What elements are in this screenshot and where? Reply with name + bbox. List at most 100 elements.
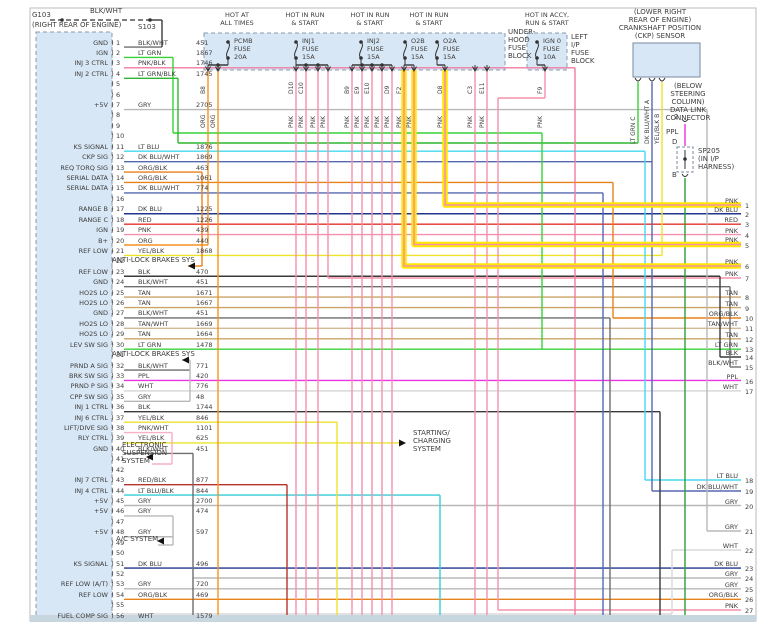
right-pin-number: 3	[745, 221, 750, 229]
wire-color-label: PNK/BLK	[138, 59, 166, 68]
dlc-terminal-b: B	[672, 171, 677, 179]
right-pin-number: 22	[745, 547, 754, 555]
right-pin-color: GRY	[724, 497, 738, 506]
pin-number: 29	[116, 330, 125, 339]
circuit-number: 2700	[196, 497, 213, 505]
pin-number: 24	[116, 278, 125, 287]
pin-row-label: RANGE B	[78, 205, 108, 214]
right-pin-color: PNK	[724, 269, 738, 278]
pin-bracket: )	[111, 194, 114, 203]
pin-row-label: REQ TORQ SIG	[60, 163, 108, 172]
pin-row-label: RLY CTRL	[78, 434, 108, 443]
pin-bracket: )	[111, 424, 114, 433]
circuit-number: 844	[196, 486, 209, 495]
fuse-name: O2B	[411, 37, 425, 45]
fuse-header-line2: RUN & START	[525, 19, 569, 27]
circuit-number: 1746	[196, 59, 213, 68]
right-pin-number: 10	[745, 315, 754, 323]
wire-color-label: BLK/WHT	[138, 278, 168, 287]
circuit-number: 1226	[196, 215, 213, 224]
fuse-header-line2: & START	[415, 19, 443, 27]
pin-row-label: CKP SIG	[82, 153, 108, 162]
pin-bracket: )	[111, 569, 114, 578]
sp205-splice-label: SP205	[698, 147, 721, 155]
right-pin-color: DK BLU	[714, 559, 738, 568]
pin-number: 15	[116, 184, 125, 193]
drop-color-label: PNK	[344, 115, 351, 128]
circuit-number: 1669	[196, 319, 213, 328]
pin-row-label: IGN	[96, 226, 108, 235]
right-pin-color: GRY	[724, 569, 738, 578]
fuse-header-line2: ALL TIMES	[220, 19, 254, 27]
fuse-rating: 15A	[367, 53, 380, 61]
circuit-number: 771	[196, 361, 209, 370]
fuse-mid-label: FUSE	[443, 45, 460, 53]
fuse-header-line1: HOT IN RUN	[409, 11, 449, 19]
fuse-header-line2: & START	[291, 19, 319, 27]
pin-bracket: )	[111, 486, 114, 495]
pin-row-label: CPP SW SIG	[69, 392, 108, 401]
pin-bracket: )	[111, 601, 114, 610]
pin-number: 5	[116, 80, 121, 89]
wire-color-label: ORG	[138, 236, 153, 245]
circuit-number: 1101	[196, 424, 213, 433]
right-pin-color: TAN	[725, 299, 738, 308]
circuit-number: 1876	[196, 142, 213, 151]
right-pin-number: 24	[745, 575, 754, 583]
pin-row-label: SERIAL DATA	[66, 184, 108, 193]
drop-color-label: PNK	[354, 115, 361, 128]
pin-number: 7	[116, 101, 121, 110]
pin-row-label: REF LOW (A/T)	[60, 580, 108, 589]
circuit-number: 1867	[196, 48, 213, 57]
pin-number: 36	[116, 403, 125, 412]
dlc-terminal-d: D	[672, 138, 678, 146]
pin-number: 12	[116, 153, 125, 162]
right-pin-number: 12	[745, 336, 754, 344]
drop-color-label: PNK	[364, 115, 371, 128]
drop-terminal-tag: D10	[288, 81, 295, 94]
right-pin-color: LT BLU	[716, 471, 738, 480]
fuse-header-line1: HOT AT	[225, 11, 249, 19]
pin-number: 11	[116, 142, 125, 151]
right-pin-color: GRY	[724, 580, 738, 589]
circuit-number: 496	[196, 559, 209, 568]
right-pin-number: 17	[745, 388, 754, 396]
pin-number: 42	[116, 465, 125, 474]
circuit-number: 463	[196, 163, 209, 172]
drop-terminal-tag: C3	[467, 85, 474, 94]
pin-bracket: )	[111, 580, 114, 589]
pin-number: 21	[116, 246, 125, 255]
pin-bracket: )	[111, 163, 114, 172]
g103-location: (RIGHT REAR OF ENGINE)	[32, 21, 122, 29]
circuit-number: 470	[196, 267, 209, 276]
pin-number: 35	[116, 392, 125, 401]
pin-row-label: GND	[93, 278, 108, 287]
pin-number: 3	[116, 59, 121, 68]
circuit-number: 451	[196, 309, 209, 318]
right-pin-color: DK BLU/WHT	[696, 482, 738, 491]
wire-color-label: DK BLU/WHT	[138, 153, 180, 162]
right-pin-number: 16	[745, 378, 754, 386]
pin-row-label: GND	[93, 38, 108, 47]
data-link-connector-title: (BELOW STEERING COLUMN) DATA LINK CONNECTOR	[665, 82, 711, 122]
pin-row-label: INJ 4 CTRL	[74, 486, 108, 495]
drop-color-label: PNK	[374, 115, 381, 128]
fuse-rating: 15A	[302, 53, 315, 61]
pin-number: 4	[116, 69, 121, 78]
right-pin-number: 19	[745, 488, 754, 496]
g103-label: G103	[32, 11, 51, 19]
pin-bracket: )	[111, 246, 114, 255]
pin-number: 6	[116, 90, 121, 99]
right-pin-number: 21	[745, 528, 754, 536]
pin-bracket: )	[111, 205, 114, 214]
right-pin-color: WHT	[722, 382, 738, 391]
pin-row-label: FUEL COMP SIG	[57, 611, 108, 620]
pin-row-label: PRND A SIG	[70, 361, 108, 370]
pin-row-label: B+	[98, 236, 108, 245]
pin-bracket: )	[111, 226, 114, 235]
wire-color-label: LT BLU	[138, 142, 160, 151]
pin-bracket: )	[111, 392, 114, 401]
pin-number: 9	[116, 121, 121, 130]
circuit-number: 597	[196, 528, 209, 537]
